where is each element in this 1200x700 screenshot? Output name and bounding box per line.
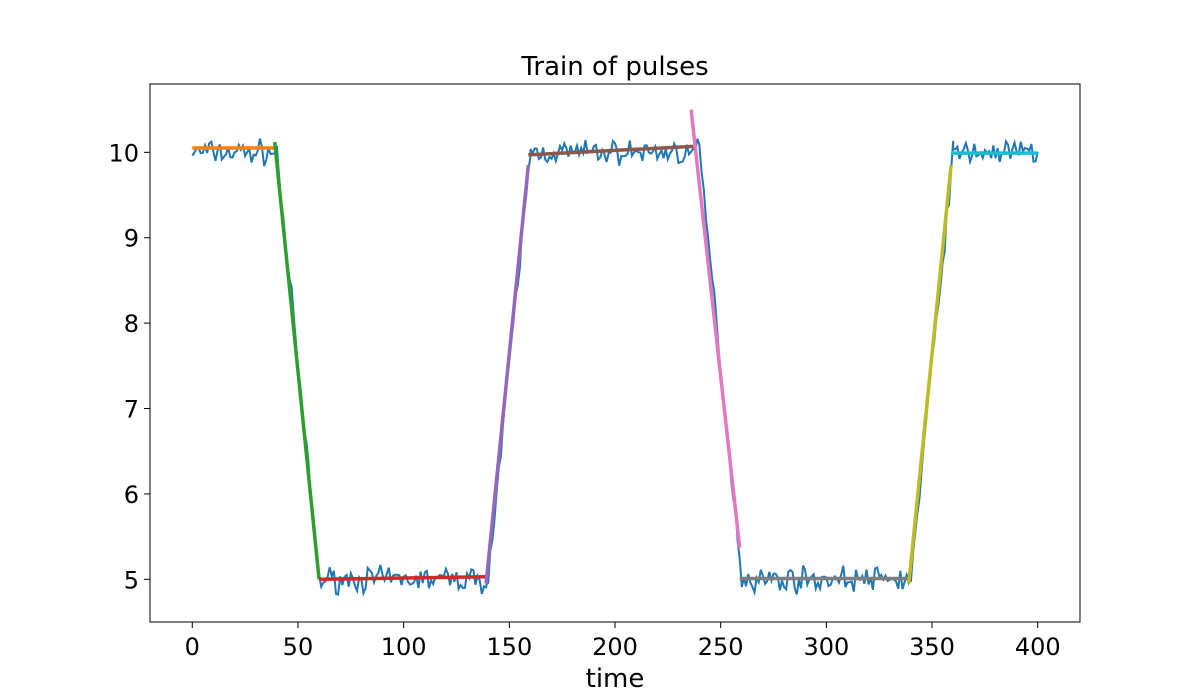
x-tick-label: 300 (803, 633, 849, 661)
y-axis: 5 6 7 8 9 10 (108, 139, 150, 594)
fit-segment-8 (907, 164, 953, 584)
x-axis-label: time (586, 664, 645, 694)
x-tick-label: 250 (698, 633, 744, 661)
x-axis: 0 50 100 150 200 250 300 350 400 (185, 622, 1061, 661)
fit-segment-2 (272, 141, 321, 580)
y-tick-label: 10 (108, 139, 139, 167)
plot-area (191, 109, 1039, 597)
x-tick-label: 400 (1015, 633, 1061, 661)
x-tick-label: 50 (283, 633, 314, 661)
x-tick-label: 200 (592, 633, 638, 661)
x-tick-label: 100 (381, 633, 427, 661)
chart-title: Train of pulses (520, 52, 708, 82)
fit-segment-6 (689, 109, 742, 548)
x-tick-label: 350 (909, 633, 955, 661)
signal-line (191, 138, 1039, 597)
y-tick-label: 9 (124, 225, 139, 253)
fit-segment-4 (484, 164, 531, 584)
y-tick-label: 6 (124, 481, 139, 509)
x-tick-label: 150 (486, 633, 532, 661)
y-tick-label: 8 (124, 310, 139, 338)
fit-segment-5 (528, 144, 694, 157)
y-tick-label: 5 (124, 566, 139, 594)
x-tick-label: 0 (185, 633, 200, 661)
y-tick-label: 7 (124, 396, 139, 424)
fit-segment-3 (319, 574, 487, 582)
